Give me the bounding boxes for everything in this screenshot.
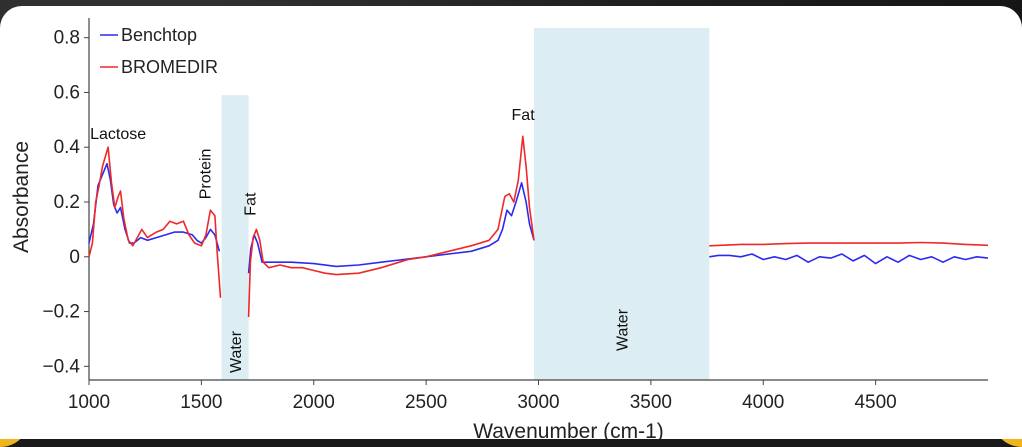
peak-annotation: Fat [512, 107, 536, 124]
y-tick-label: 0 [69, 247, 80, 268]
axes: 0.8 0.6 0.4 0.2 0 −0.2 −0.4 1000 1500 2000 2500 300… [10, 18, 988, 439]
x-tick-label: 2000 [293, 392, 335, 413]
x-axis-label: Wavenumber (cm-1) [473, 420, 664, 439]
y-tick-label: 0.8 [54, 28, 80, 49]
y-tick-label: −0.2 [42, 302, 80, 323]
legend-label: BROMEDIR [121, 57, 218, 77]
y-axis-label: Absorbance [10, 141, 33, 253]
series-line-bromedir [88, 146, 222, 298]
y-tick-label: 0.4 [54, 137, 81, 158]
water-bands: Water Water [221, 28, 710, 380]
legend-label: Benchtop [121, 25, 197, 45]
series-line-bromedir [709, 241, 989, 247]
legend: Benchtop BROMEDIR [100, 25, 218, 77]
x-tick-label: 2500 [405, 392, 447, 413]
peak-annotation: Protein [197, 149, 214, 200]
water-band [534, 28, 710, 380]
y-tick-label: −0.4 [42, 356, 80, 377]
series-line-benchtop [709, 253, 989, 265]
y-tick-label: 0.2 [54, 192, 80, 213]
series-line-bromedir [247, 135, 535, 318]
x-tick-label: 4500 [854, 392, 896, 413]
water-band-label: Water [228, 330, 245, 373]
x-tick-label: 4000 [742, 392, 784, 413]
x-tick-label: 1500 [180, 392, 222, 413]
series-line-benchtop [88, 162, 221, 252]
chart-card [0, 6, 1022, 439]
peak-annotation: Fat [242, 192, 259, 216]
water-band [221, 95, 249, 380]
peak-annotation: Lactose [90, 126, 146, 143]
x-tick-label: 3500 [630, 392, 672, 413]
series-line-benchtop [247, 182, 535, 274]
x-tick-label: 3000 [517, 392, 559, 413]
annotations: Lactose Protein Fat Fat [90, 107, 535, 216]
x-tick-label: 1000 [68, 392, 110, 413]
spectrum-lines [88, 135, 989, 318]
water-band-label: Water [615, 308, 632, 351]
y-tick-label: 0.6 [54, 82, 80, 103]
